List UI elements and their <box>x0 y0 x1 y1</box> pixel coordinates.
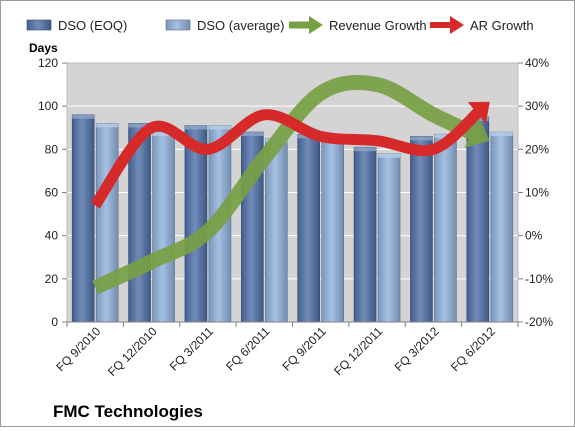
revenue-growth-line <box>92 75 481 295</box>
y2-tick-label: 20% <box>525 142 549 156</box>
x-tick-label: FQ 6/2012 <box>448 324 498 374</box>
bar-top-highlight <box>72 114 95 119</box>
legend-swatch <box>26 19 52 31</box>
y2-tick-label: 10% <box>525 186 549 200</box>
ar-growth-line <box>90 105 485 209</box>
bar-top-highlight <box>184 125 207 130</box>
revenue-growth-arrowhead <box>464 116 490 148</box>
legend-label: DSO (average) <box>197 18 284 33</box>
y-tick-label: 80 <box>45 142 59 156</box>
legend-swatch-arrowhead <box>309 16 323 34</box>
bar-dso-eoq <box>410 136 433 323</box>
y-tick-label: 40 <box>45 229 59 243</box>
bar-dso-eoq <box>353 146 377 323</box>
y2-tick-label: 30% <box>525 99 549 113</box>
bar-dso-average <box>152 131 175 323</box>
ar-growth-arrowhead <box>467 101 490 124</box>
growth-lines <box>90 75 490 295</box>
bar-dso-average <box>434 133 457 323</box>
bar-dso-average <box>265 138 288 323</box>
legend: DSO (EOQ) DSO (average) Revenue Growth AR G… <box>26 16 534 34</box>
x-tick-label: FQ 6/2011 <box>223 324 273 374</box>
y-tick-label: 60 <box>45 186 59 200</box>
y-tick-label: 120 <box>38 56 58 70</box>
y-tick-label: 20 <box>45 272 59 286</box>
bar-top-highlight <box>96 123 119 128</box>
x-tick-label: FQ 12/2010 <box>105 324 160 379</box>
bar-top-highlight <box>378 153 401 158</box>
legend-label: Revenue Growth <box>329 18 427 33</box>
bar-top-highlight <box>354 147 377 152</box>
x-tick-label: FQ 12/2011 <box>331 324 385 378</box>
y-tick-label: 100 <box>38 99 58 113</box>
legend-label: DSO (EOQ) <box>58 18 127 33</box>
bar-dso-eoq <box>184 125 208 323</box>
bar-dso-average <box>377 153 401 323</box>
bar-dso-eoq <box>466 116 490 323</box>
x-tick-label: FQ 9/2011 <box>279 324 329 374</box>
legend-swatch-arrowhead <box>450 16 464 34</box>
legend-item-revenue-growth: Revenue Growth <box>289 16 427 34</box>
legend-item-ar-growth: AR Growth <box>430 16 534 34</box>
bar-dso-average <box>321 133 344 323</box>
legend-item-dso-eoq: DSO (EOQ) <box>26 18 127 33</box>
bar-top-highlight <box>128 123 151 128</box>
legend-swatch <box>165 19 191 31</box>
y2-tick-label: 40% <box>525 56 549 70</box>
bar-top-highlight <box>410 136 433 141</box>
y-tick-label: 0 <box>51 315 58 329</box>
bar-dso-eoq <box>297 133 320 323</box>
legend-label: AR Growth <box>470 18 534 33</box>
bar-top-highlight <box>152 132 175 137</box>
bar-dso-eoq <box>71 114 95 323</box>
bar-dso-average <box>490 131 514 323</box>
y-axis-title: Days <box>29 41 58 55</box>
x-tick-label: FQ 3/2011 <box>167 324 217 374</box>
bar-top-highlight <box>208 125 231 130</box>
y2-tick-label: -10% <box>525 272 553 286</box>
x-tick-label: FQ 9/2010 <box>53 324 103 374</box>
y2-tick-label: 0% <box>525 229 543 243</box>
y2-tick-label: -20% <box>525 315 553 329</box>
company-name: FMC Technologies <box>53 402 203 421</box>
x-tick-label: FQ 3/2012 <box>392 324 442 374</box>
bar-top-highlight <box>241 132 264 137</box>
legend-item-dso-average: DSO (average) <box>165 18 284 33</box>
bar-top-highlight <box>490 132 513 137</box>
